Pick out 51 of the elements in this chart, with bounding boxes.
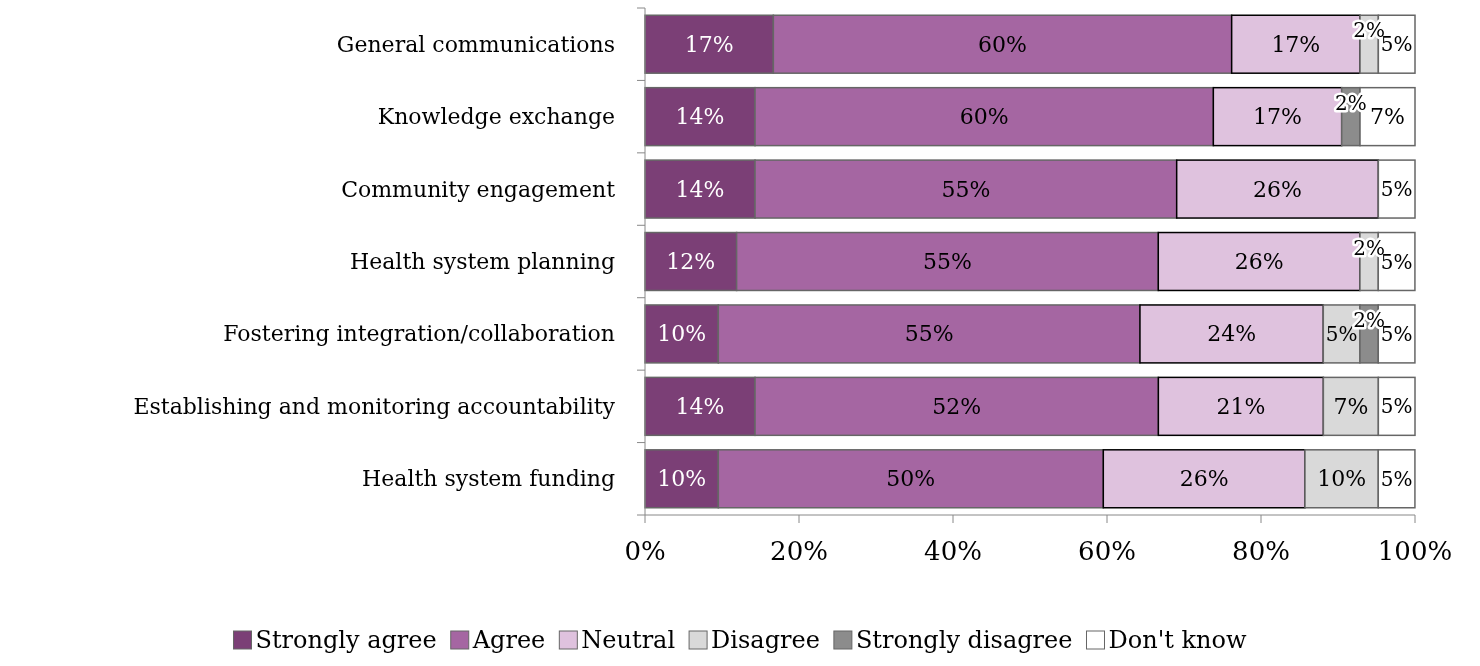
y-tick-label: Establishing and monitoring accountability <box>133 393 616 419</box>
data-label: 55% <box>923 249 972 274</box>
legend-label: Strongly agree <box>255 626 437 654</box>
data-label: 50% <box>886 466 936 492</box>
y-tick-label: Community engagement <box>341 176 616 202</box>
data-label: 10% <box>657 466 707 492</box>
y-tick-label: Health system planning <box>350 249 615 274</box>
x-tick-label: 20% <box>770 536 828 566</box>
bar <box>1175 159 1380 219</box>
data-label: 26% <box>1179 466 1229 492</box>
x-tick-label: 0% <box>624 536 666 566</box>
data-label: 14% <box>675 176 725 202</box>
data-label: 14% <box>675 393 725 419</box>
data-label: 26% <box>1253 176 1302 202</box>
x-tick-label: 80% <box>1232 536 1290 566</box>
data-label: 5% <box>1380 177 1413 202</box>
data-label: 5% <box>1380 394 1413 419</box>
data-label: 24% <box>1207 321 1257 347</box>
x-tick-label: 100% <box>1377 536 1453 566</box>
data-label: 52% <box>932 393 982 419</box>
data-label: 7% <box>1370 104 1405 130</box>
bar <box>1102 449 1306 509</box>
data-label: 14% <box>675 104 725 130</box>
bar <box>1377 159 1416 219</box>
data-label: 17% <box>684 31 734 57</box>
y-tick-label: Fostering integration/collaboration <box>223 321 615 347</box>
data-label: 10% <box>657 321 707 347</box>
data-label: 10% <box>1317 466 1367 492</box>
data-label: 26% <box>1234 249 1284 274</box>
data-label: 5% <box>1380 466 1413 491</box>
data-label: 55% <box>904 321 954 347</box>
data-label: 60% <box>978 31 1027 57</box>
legend-label: Neutral <box>581 626 676 654</box>
data-label: 60% <box>959 104 1009 130</box>
y-tick-label: Knowledge exchange <box>377 104 615 130</box>
legend-label: Strongly disagree <box>855 626 1073 654</box>
y-tick-label: Health system funding <box>362 466 615 492</box>
data-label: 12% <box>666 249 716 274</box>
x-tick-label: 60% <box>1078 536 1136 566</box>
bar <box>1139 304 1325 364</box>
y-tick-label: General communications <box>336 31 615 57</box>
bar <box>1157 376 1325 437</box>
data-label: 21% <box>1216 393 1266 419</box>
legend-label: Agree <box>471 626 546 654</box>
x-tick-label: 40% <box>924 536 982 566</box>
legend-label: Disagree <box>711 626 820 654</box>
data-label: 17% <box>1253 104 1302 130</box>
legend-label: Don't know <box>1108 626 1247 654</box>
data-label: 55% <box>941 176 991 202</box>
data-label: 7% <box>1333 393 1369 419</box>
data-label: 17% <box>1271 31 1321 57</box>
